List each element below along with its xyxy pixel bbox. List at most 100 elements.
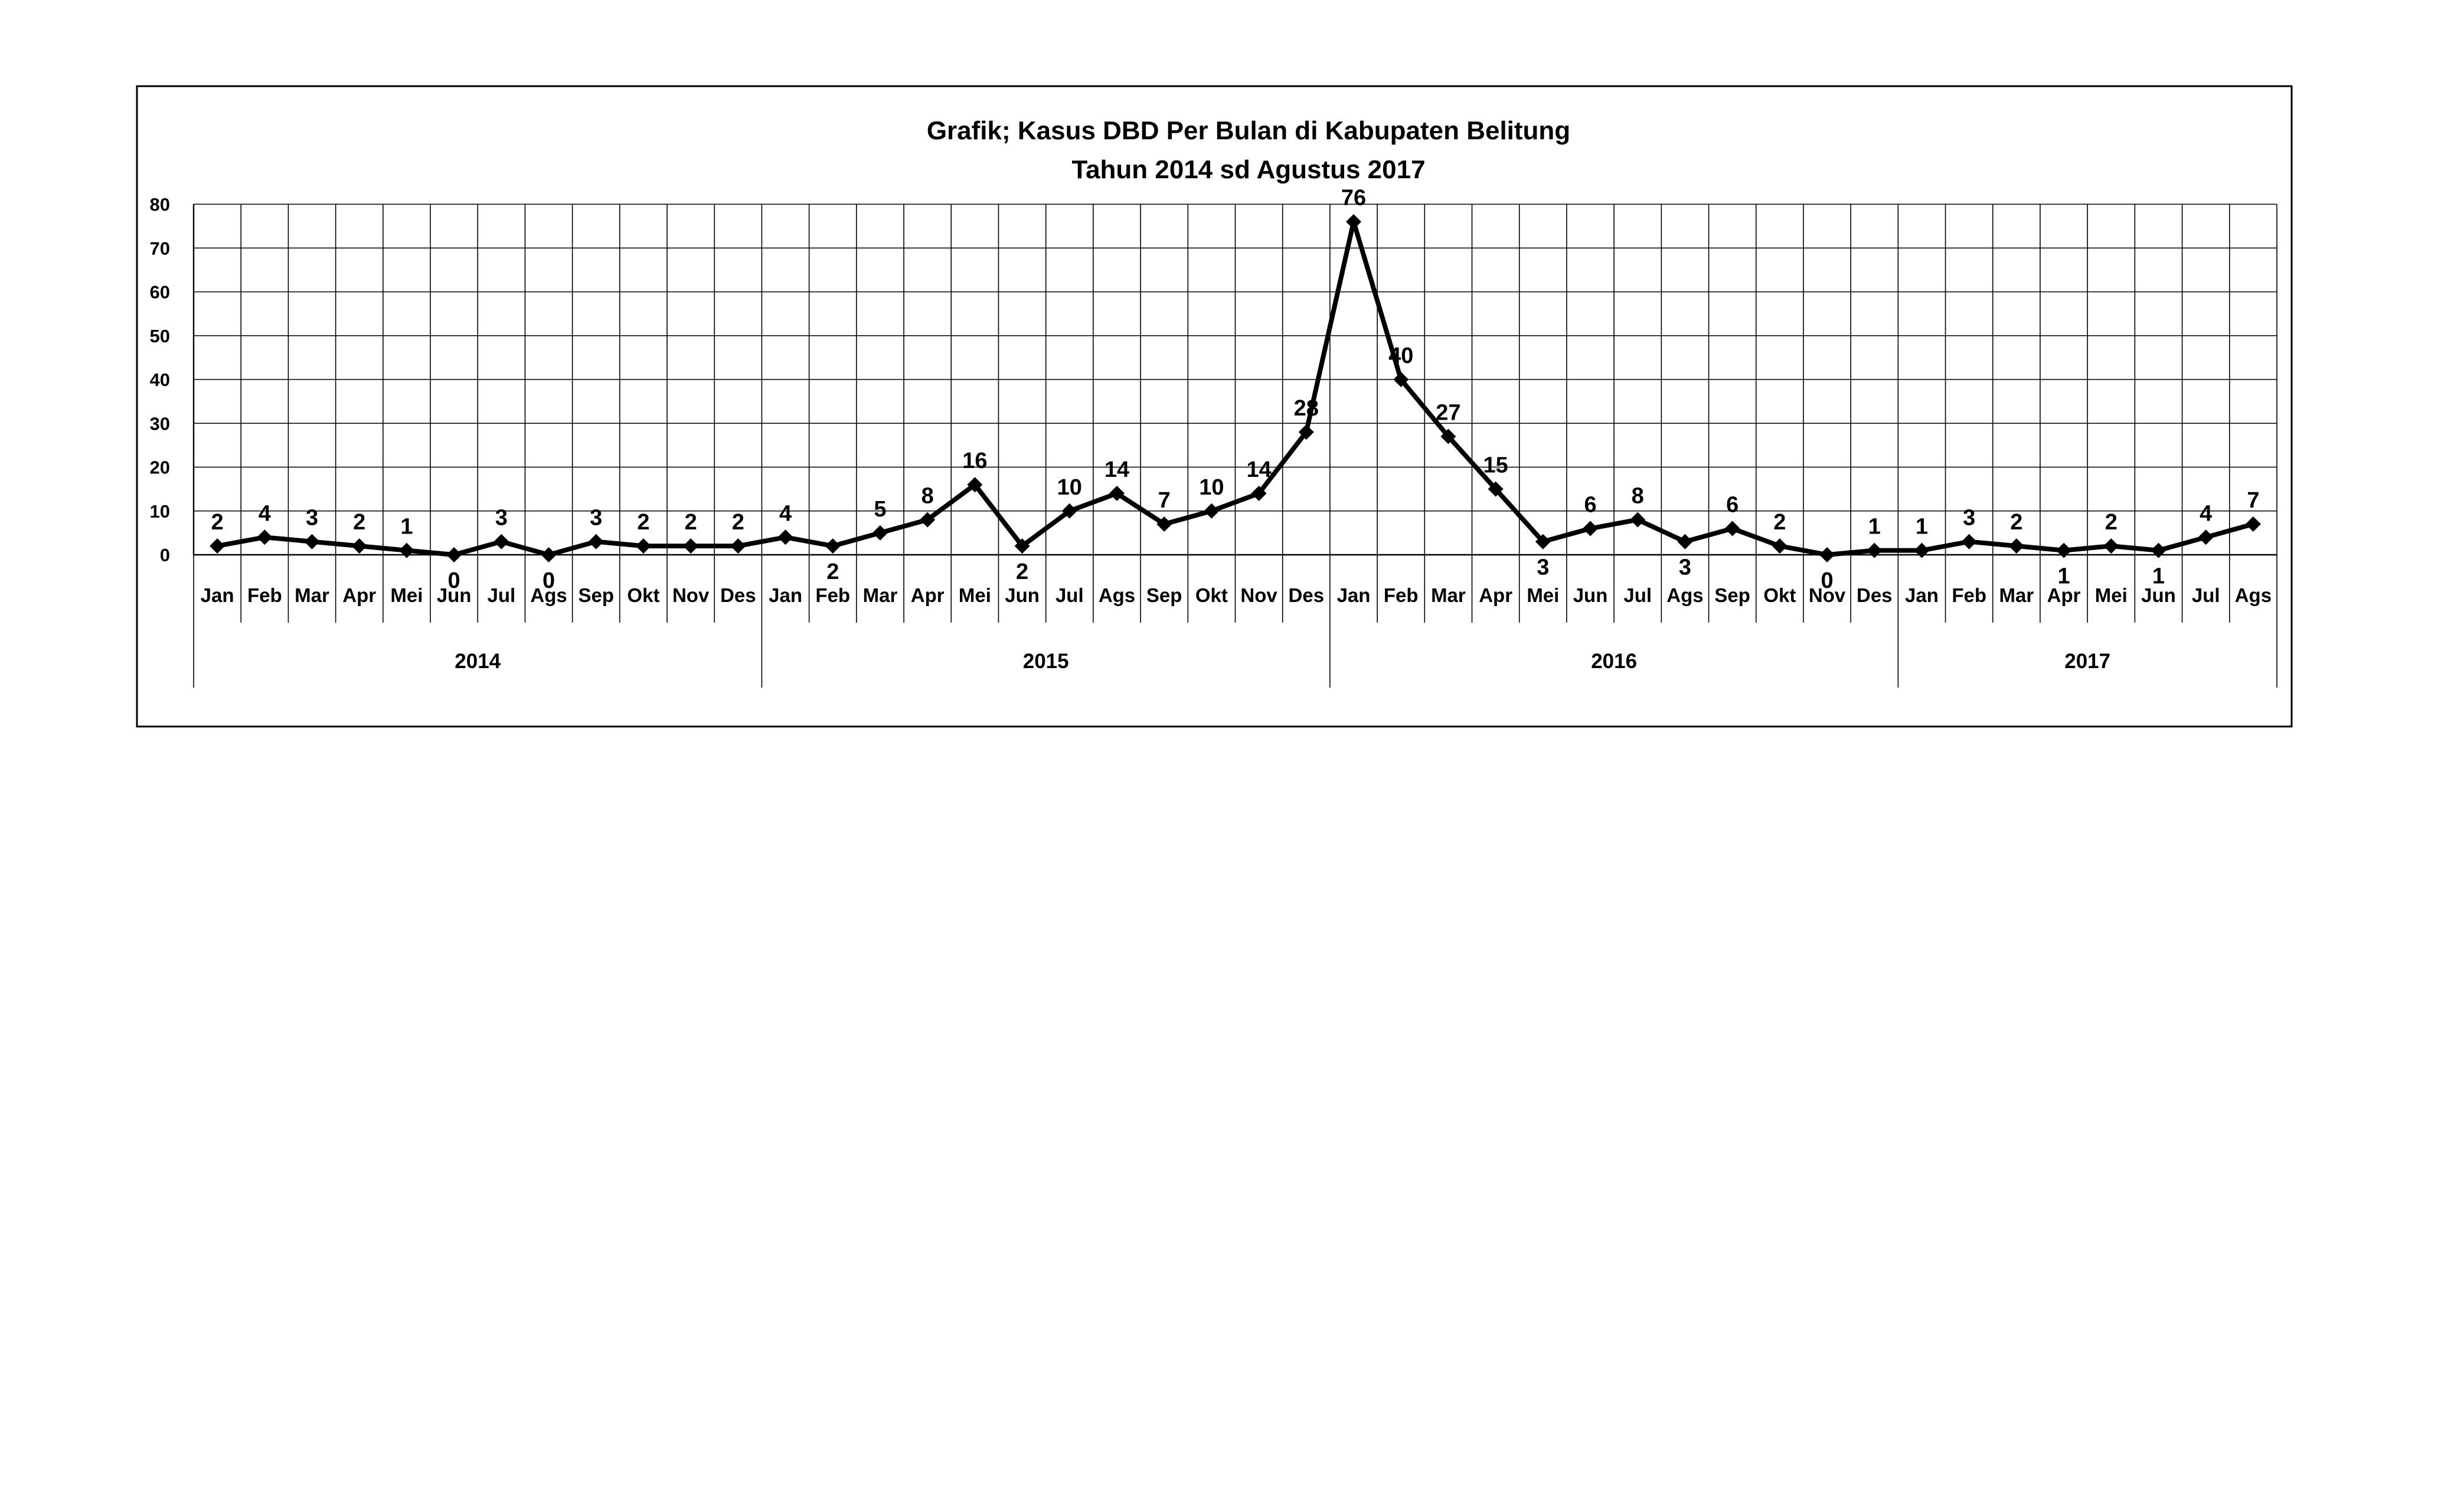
x-tick-label: Jul [2192, 584, 2220, 606]
data-label: 2 [732, 510, 744, 535]
data-point [2008, 538, 2024, 554]
data-label: 4 [779, 501, 792, 526]
data-label: 76 [1341, 186, 1366, 211]
data-point [825, 538, 841, 554]
data-label: 7 [2247, 488, 2259, 513]
data-label: 8 [1632, 484, 1644, 509]
data-point [2103, 538, 2119, 554]
data-label: 5 [874, 497, 886, 522]
x-tick-label: Jun [1573, 584, 1608, 606]
data-point [588, 534, 604, 549]
data-point [635, 538, 651, 554]
data-label: 0 [543, 568, 555, 593]
x-tick-label: Des [720, 584, 756, 606]
data-label: 1 [1868, 515, 1881, 539]
y-tick-label: 60 [150, 282, 170, 303]
data-label: 8 [921, 484, 934, 509]
data-label: 6 [1584, 492, 1596, 517]
data-point [920, 512, 936, 528]
x-tick-label: Apr [1479, 584, 1512, 606]
x-tick-label: Okt [627, 584, 659, 606]
year-label: 2017 [2064, 650, 2110, 673]
year-label: 2014 [455, 650, 501, 673]
data-point [446, 547, 462, 562]
y-tick-label: 0 [160, 545, 170, 565]
x-tick-label: Mar [1999, 584, 2034, 606]
data-label: 1 [1916, 515, 1928, 539]
data-label: 3 [590, 506, 602, 531]
data-label: 27 [1436, 401, 1460, 426]
x-tick-label: Mei [959, 584, 991, 606]
data-point [1677, 534, 1693, 549]
x-tick-label: Nov [1240, 584, 1277, 606]
x-tick-label: Ags [530, 584, 567, 606]
data-point [872, 525, 888, 541]
data-point [1867, 542, 1883, 558]
x-tick-label: Ags [1666, 584, 1703, 606]
data-point [351, 538, 367, 554]
x-tick-label: Apr [342, 584, 376, 606]
y-tick-label: 80 [150, 194, 170, 215]
data-point [541, 547, 557, 562]
data-label: 3 [1537, 555, 1549, 580]
data-label: 2 [211, 510, 224, 535]
data-point [2056, 542, 2072, 558]
data-label: 2 [2010, 510, 2022, 535]
x-tick-label: Feb [1384, 584, 1419, 606]
x-tick-label: Apr [911, 584, 945, 606]
data-label: 2 [2105, 510, 2117, 535]
data-label: 2 [353, 510, 365, 535]
data-label: 1 [400, 515, 413, 539]
data-point [1298, 424, 1314, 440]
data-point [210, 538, 226, 554]
x-tick-label: Okt [1195, 584, 1228, 606]
data-point [1772, 538, 1787, 554]
data-point [1251, 486, 1267, 502]
data-point [304, 534, 320, 549]
y-tick-label: 20 [150, 457, 170, 478]
x-tick-label: Mei [390, 584, 423, 606]
data-label: 3 [1963, 506, 1975, 531]
y-tick-label: 10 [150, 501, 170, 522]
data-label: 10 [1057, 475, 1082, 500]
data-markers [210, 214, 2261, 562]
chart-subtitle: Tahun 2014 sd Agustus 2017 [1071, 155, 1425, 184]
data-label: 14 [1246, 457, 1271, 482]
data-point [2245, 516, 2261, 532]
data-point [777, 529, 793, 545]
x-tick-label: Feb [815, 584, 850, 606]
x-tick-label: Nov [1809, 584, 1846, 606]
y-tick-label: 70 [150, 238, 170, 259]
data-label: 2 [1773, 510, 1786, 535]
data-point [1393, 372, 1409, 387]
data-point [1061, 503, 1077, 519]
x-tick-label: Jul [1623, 584, 1652, 606]
data-label: 16 [962, 449, 987, 473]
x-tick-label: Mei [2095, 584, 2128, 606]
x-tick-label: Sep [578, 584, 614, 606]
data-point [1346, 214, 1362, 230]
data-label: 1 [2152, 564, 2165, 589]
x-tick-label: Nov [672, 584, 710, 606]
data-point [730, 538, 746, 554]
chart-title: Grafik; Kasus DBD Per Bulan di Kabupaten… [927, 116, 1570, 145]
data-label: 7 [1158, 488, 1171, 513]
data-label: 2 [637, 510, 649, 535]
x-tick-label: Jun [1005, 584, 1040, 606]
data-point [967, 477, 983, 493]
x-tick-label: Jun [2141, 584, 2176, 606]
data-label: 15 [1483, 453, 1508, 478]
x-tick-label: Mei [1527, 584, 1559, 606]
data-label: 40 [1388, 343, 1413, 368]
data-label: 0 [448, 568, 460, 593]
data-label: 1 [2058, 564, 2070, 589]
chart-frame [136, 85, 2293, 728]
data-point [1109, 486, 1125, 502]
data-label: 14 [1104, 457, 1129, 482]
x-tick-label: Mar [863, 584, 898, 606]
data-point [1204, 503, 1220, 519]
x-tick-label: Jan [1337, 584, 1371, 606]
data-label: 28 [1294, 396, 1319, 421]
year-label: 2016 [1591, 650, 1637, 673]
x-tick-label: Mar [295, 584, 329, 606]
